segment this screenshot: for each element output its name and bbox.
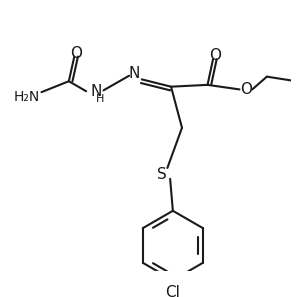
Text: S: S [157, 167, 167, 182]
Text: H: H [96, 94, 104, 105]
Text: O: O [70, 46, 82, 61]
Text: Cl: Cl [165, 285, 180, 297]
Text: H₂N: H₂N [14, 90, 40, 104]
Text: N: N [129, 66, 140, 80]
Text: N: N [91, 84, 102, 99]
Text: O: O [240, 82, 252, 97]
Text: O: O [209, 48, 221, 63]
